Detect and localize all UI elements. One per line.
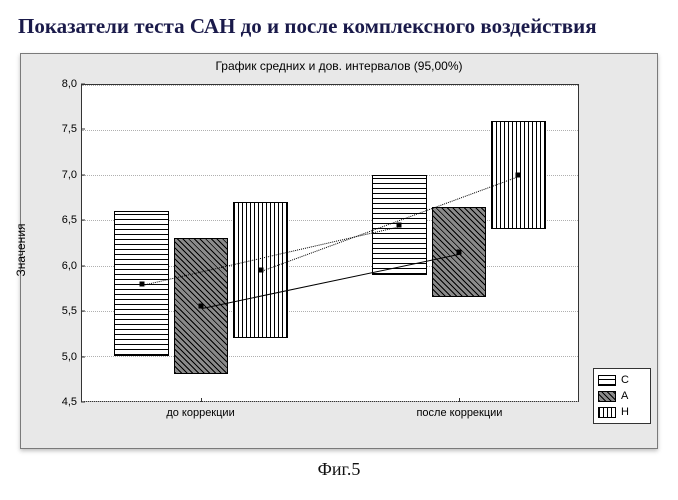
legend-label: А	[621, 390, 628, 402]
legend-item-h: Н	[598, 404, 646, 420]
plot-area	[81, 84, 579, 402]
y-tick-mark	[81, 220, 85, 221]
x-tick-label: после коррекции	[416, 404, 502, 422]
y-tick-mark	[81, 129, 85, 130]
y-tick-label: 7,5	[29, 123, 77, 135]
legend: САН	[593, 368, 651, 424]
legend-label: С	[621, 374, 629, 386]
y-tick-mark	[81, 84, 85, 85]
x-tick-label: до коррекции	[166, 404, 234, 422]
figure-caption: Фиг.5	[12, 459, 666, 480]
gridline	[82, 356, 578, 357]
legend-label: Н	[621, 406, 629, 418]
y-tick-label: 6,0	[29, 260, 77, 272]
legend-item-a: А	[598, 388, 646, 404]
x-tick-mark	[459, 398, 460, 402]
chart-panel: График средних и дов. интервалов (95,00%…	[20, 53, 658, 449]
legend-swatch	[598, 407, 616, 418]
y-tick-label: 5,0	[29, 351, 77, 363]
chart-subtitle: График средних и дов. интервалов (95,00%…	[21, 54, 657, 73]
gridline	[82, 401, 578, 402]
page-title: Показатели теста САН до и после комплекс…	[18, 14, 666, 39]
legend-swatch	[598, 391, 616, 402]
y-tick-mark	[81, 356, 85, 357]
y-tick-label: 7,0	[29, 169, 77, 181]
y-tick-mark	[81, 265, 85, 266]
y-tick-label: 8,0	[29, 78, 77, 90]
legend-item-c: С	[598, 372, 646, 388]
page: Показатели теста САН до и после комплекс…	[0, 0, 678, 500]
x-tick-mark	[201, 398, 202, 402]
y-tick-label: 5,5	[29, 305, 77, 317]
y-tick-mark	[81, 311, 85, 312]
y-tick-mark	[81, 402, 85, 403]
gridline	[82, 85, 578, 86]
y-axis-label: Значения	[14, 223, 28, 276]
y-tick-mark	[81, 174, 85, 175]
legend-swatch	[598, 375, 616, 386]
y-tick-label: 4,5	[29, 396, 77, 408]
plot-region: Значения 4,55,05,56,06,57,07,58,0до корр…	[29, 78, 585, 422]
y-tick-label: 6,5	[29, 214, 77, 226]
